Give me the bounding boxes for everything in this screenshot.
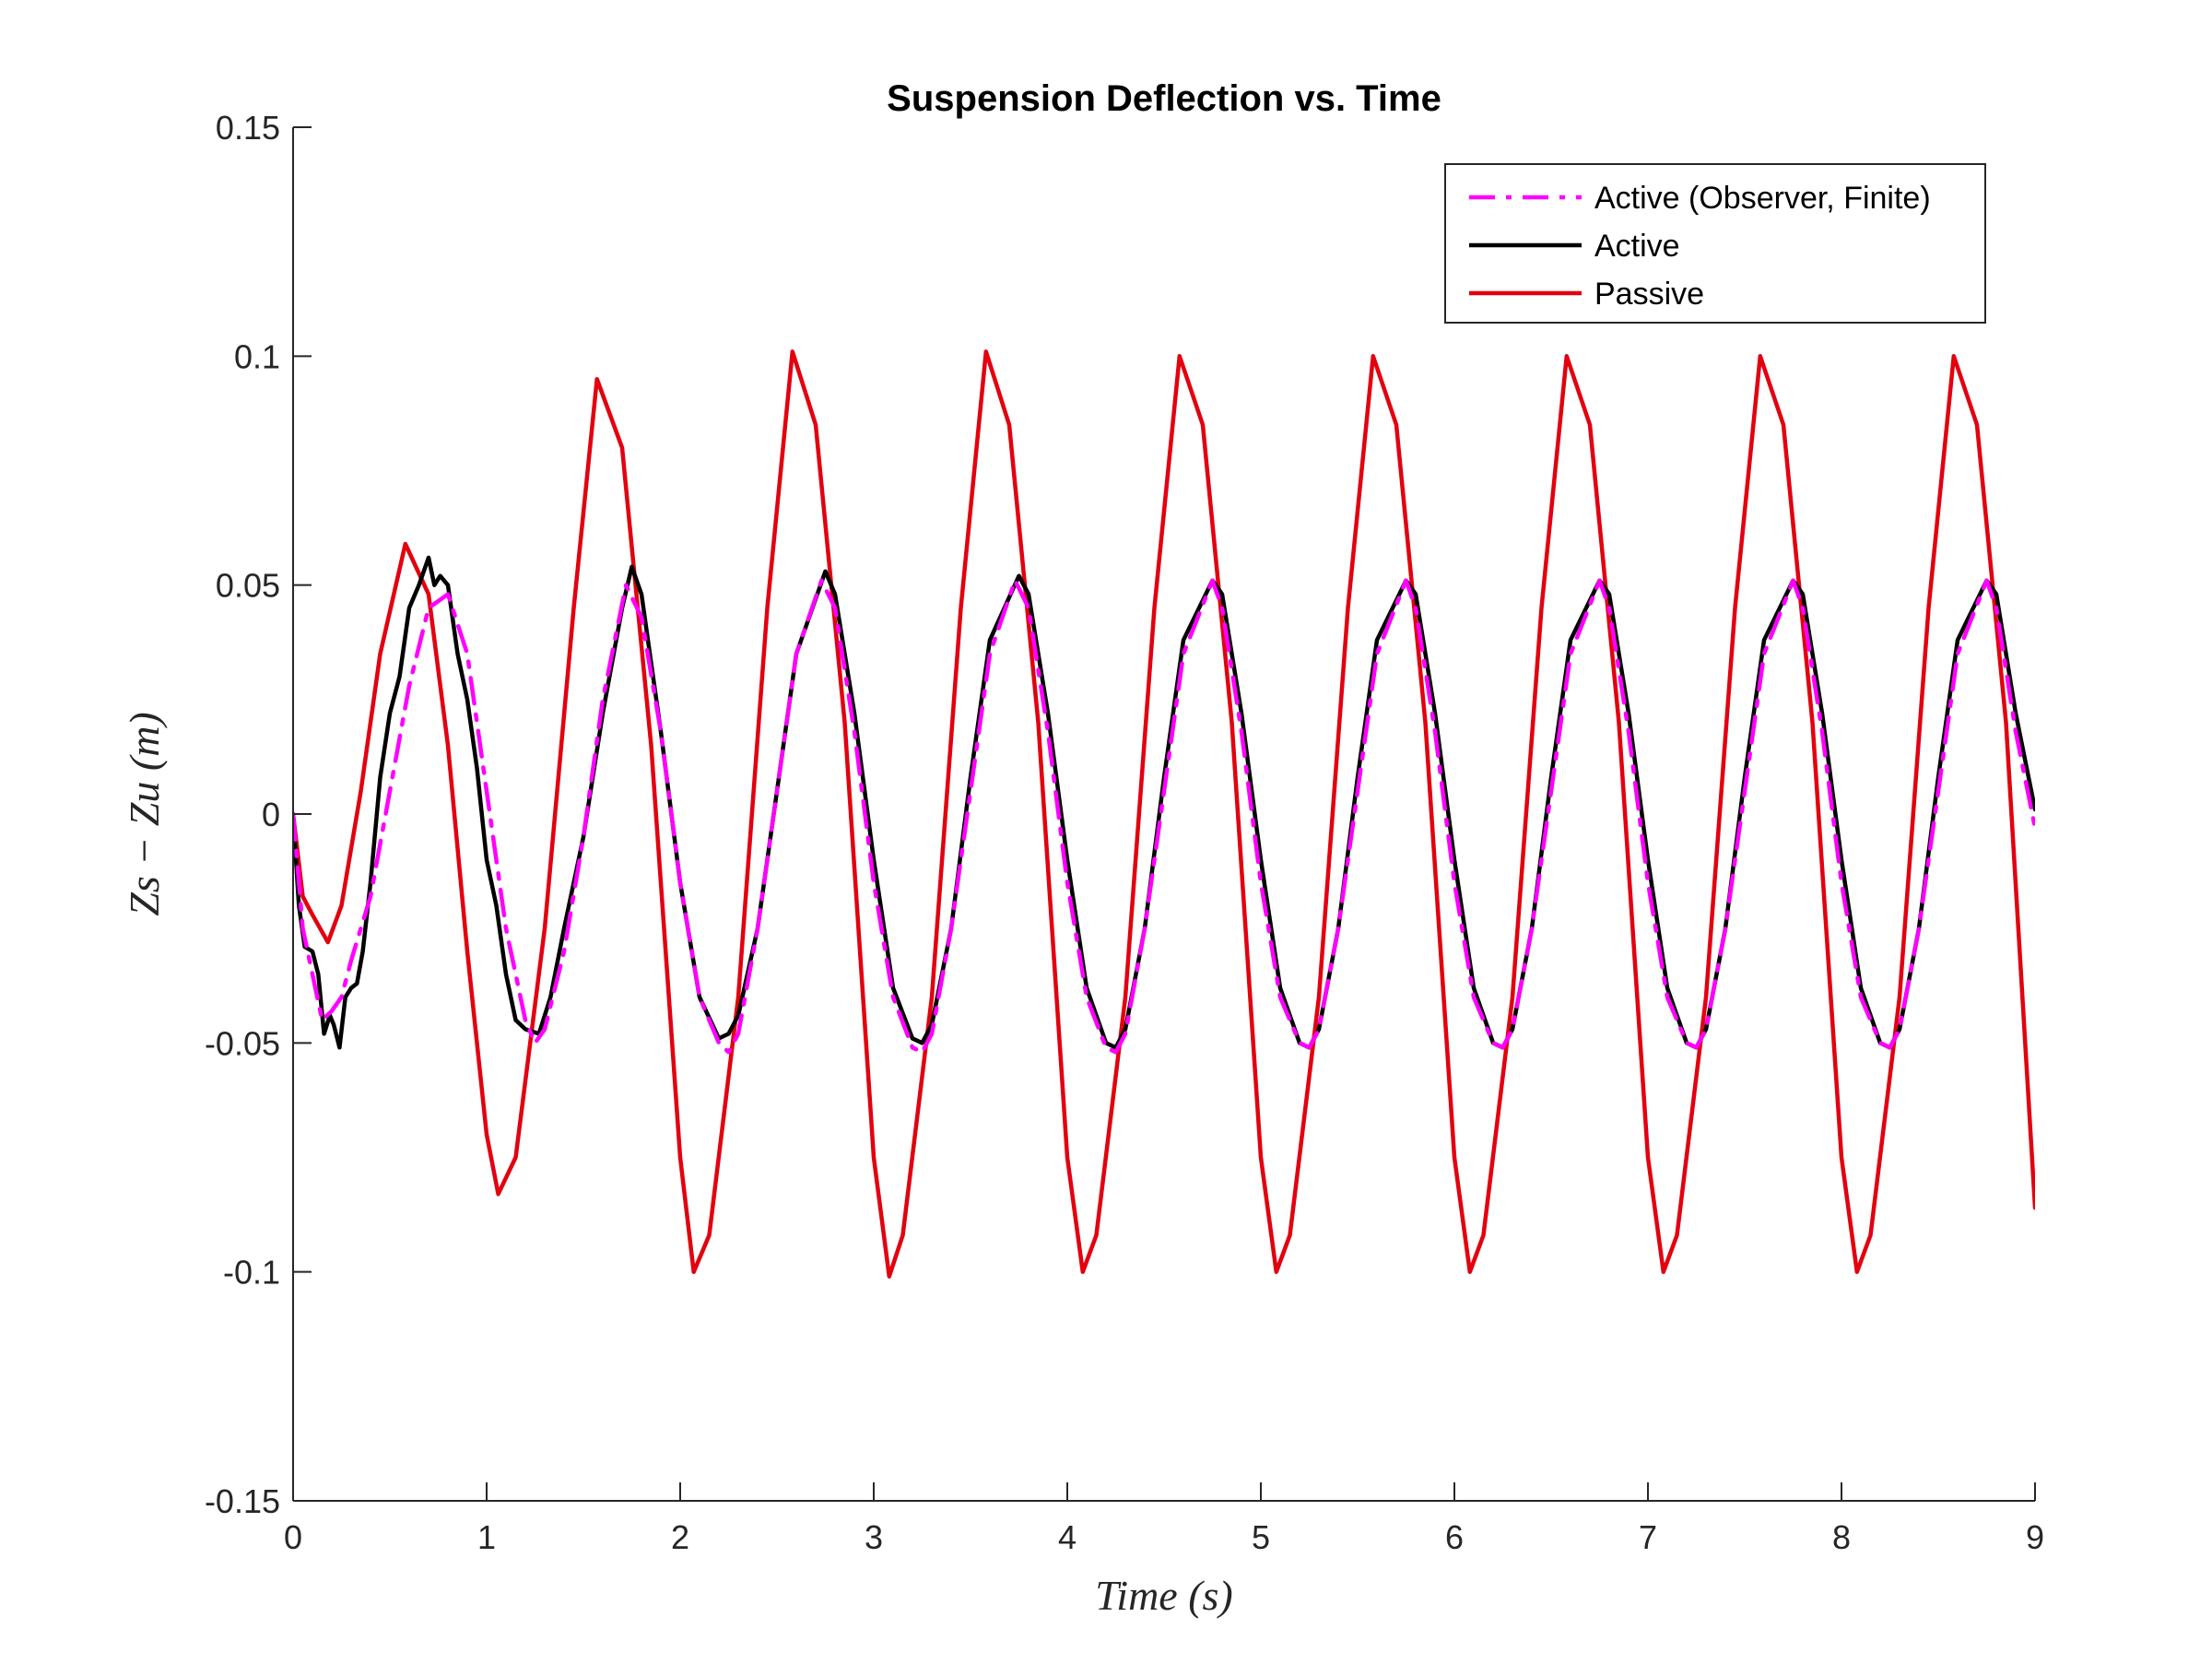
chart-title: Suspension Deflection vs. Time (887, 78, 1441, 119)
legend-entry-label: Active (1594, 229, 1680, 264)
y-tick-label: 0.1 (234, 337, 280, 375)
x-tick-label: 4 (1058, 1518, 1077, 1556)
y-axis-label: Zs − Zu (m) (121, 712, 168, 915)
x-tick-label: 8 (1832, 1518, 1851, 1556)
legend: Active (Observer, Finite) Active Passive (1444, 163, 1986, 324)
series-line-passive (293, 349, 2035, 1279)
legend-entry-label: Passive (1594, 277, 1704, 312)
x-tick-label: 6 (1445, 1518, 1464, 1556)
x-tick-label: 9 (2026, 1518, 2044, 1556)
series-line-active-observer-finite (293, 578, 2035, 1055)
y-tick-label: 0.15 (216, 109, 280, 147)
legend-entry-label: Active (Observer, Finite) (1594, 181, 1931, 216)
x-tick-label: 1 (477, 1518, 496, 1556)
y-tick-label: 0.05 (216, 567, 280, 605)
x-tick-label: 2 (671, 1518, 689, 1556)
y-tick-label: -0.1 (223, 1254, 280, 1292)
x-tick-label: 0 (284, 1518, 302, 1556)
y-tick-label: 0 (262, 796, 280, 833)
x-axis-label: Time (s) (1095, 1572, 1233, 1619)
y-tick-label: -0.05 (205, 1024, 280, 1062)
y-tick-label: -0.15 (205, 1482, 280, 1520)
x-tick-label: 7 (1639, 1518, 1657, 1556)
x-tick-label: 5 (1252, 1518, 1270, 1556)
x-tick-label: 3 (865, 1518, 883, 1556)
